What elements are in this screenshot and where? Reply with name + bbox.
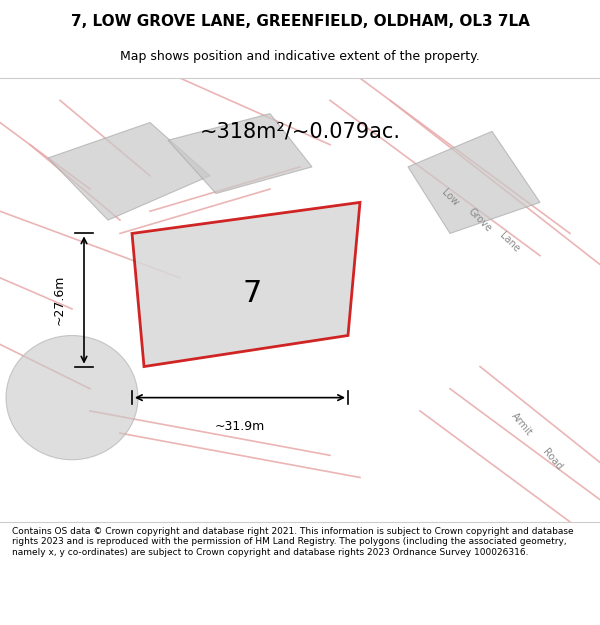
Text: ~27.6m: ~27.6m [53,275,66,325]
Text: 7: 7 [242,279,262,308]
Polygon shape [168,114,312,194]
Text: Lane: Lane [498,231,522,254]
Text: Grove: Grove [466,206,494,234]
Text: Armit: Armit [509,411,535,437]
Polygon shape [408,131,540,233]
Polygon shape [48,122,210,220]
Text: Contains OS data © Crown copyright and database right 2021. This information is : Contains OS data © Crown copyright and d… [12,527,574,557]
Ellipse shape [6,336,138,460]
Polygon shape [132,202,360,366]
Text: Road: Road [540,447,564,472]
Text: Low: Low [440,188,460,208]
Text: ~318m²/~0.079ac.: ~318m²/~0.079ac. [199,121,401,141]
Text: Map shows position and indicative extent of the property.: Map shows position and indicative extent… [120,50,480,62]
Text: 7, LOW GROVE LANE, GREENFIELD, OLDHAM, OL3 7LA: 7, LOW GROVE LANE, GREENFIELD, OLDHAM, O… [71,14,529,29]
Text: ~31.9m: ~31.9m [215,420,265,432]
